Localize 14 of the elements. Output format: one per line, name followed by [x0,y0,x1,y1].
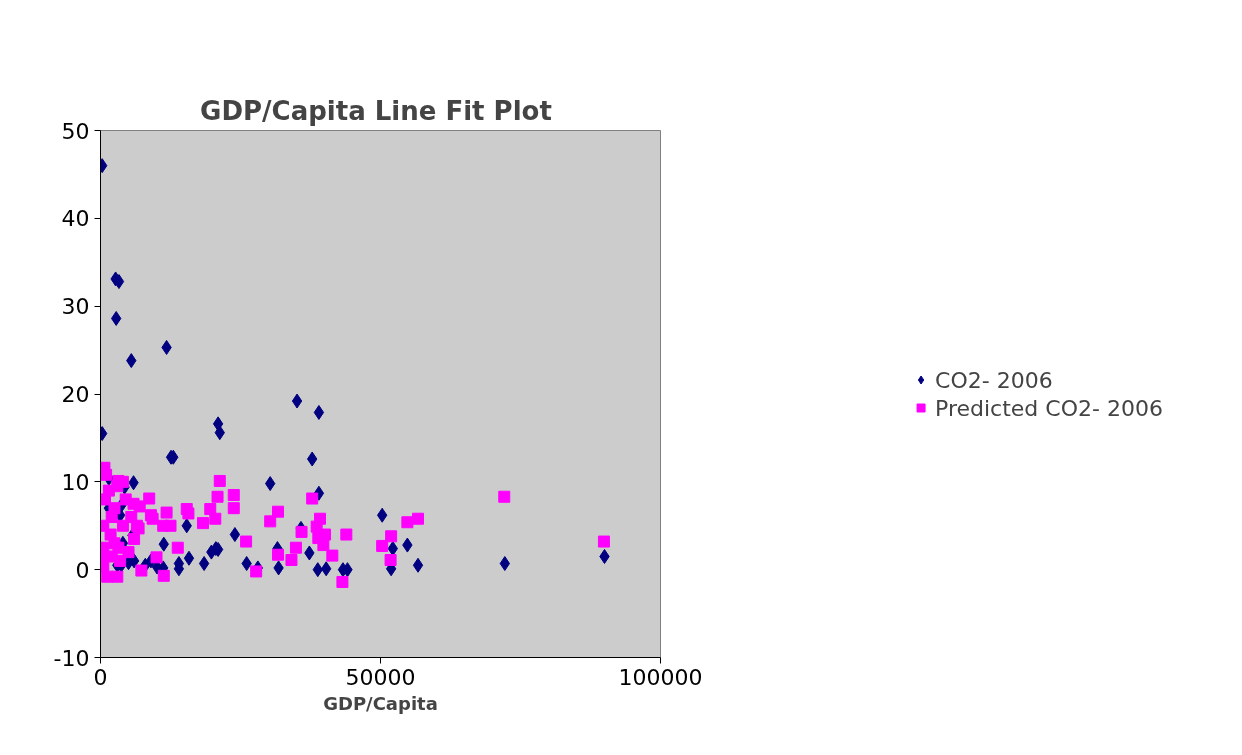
x-tick-label: 50000 [345,664,416,690]
y-tick-label: 0 [75,557,90,583]
y-tick-label: -10 [53,645,90,671]
y-tick-label: 30 [61,294,90,320]
y-tick-label: 40 [61,206,90,232]
x-tick-label: 0 [93,664,108,690]
x-tick-label: 100000 [618,664,703,690]
legend-label: Predicted CO2- 2006 [935,395,1163,420]
y-tick-label: 10 [61,469,90,495]
x-axis-title: GDP/Capita [323,692,438,714]
y-tick-label: 50 [61,118,90,144]
chart-title: GDP/Capita Line Fit Plot [200,95,552,126]
legend-label: CO2- 2006 [935,367,1053,392]
y-tick-label: 20 [61,382,90,407]
